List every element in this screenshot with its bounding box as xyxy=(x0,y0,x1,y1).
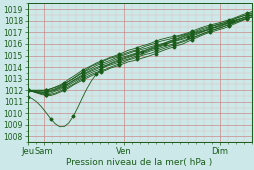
X-axis label: Pression niveau de la mer( hPa ): Pression niveau de la mer( hPa ) xyxy=(66,158,212,167)
